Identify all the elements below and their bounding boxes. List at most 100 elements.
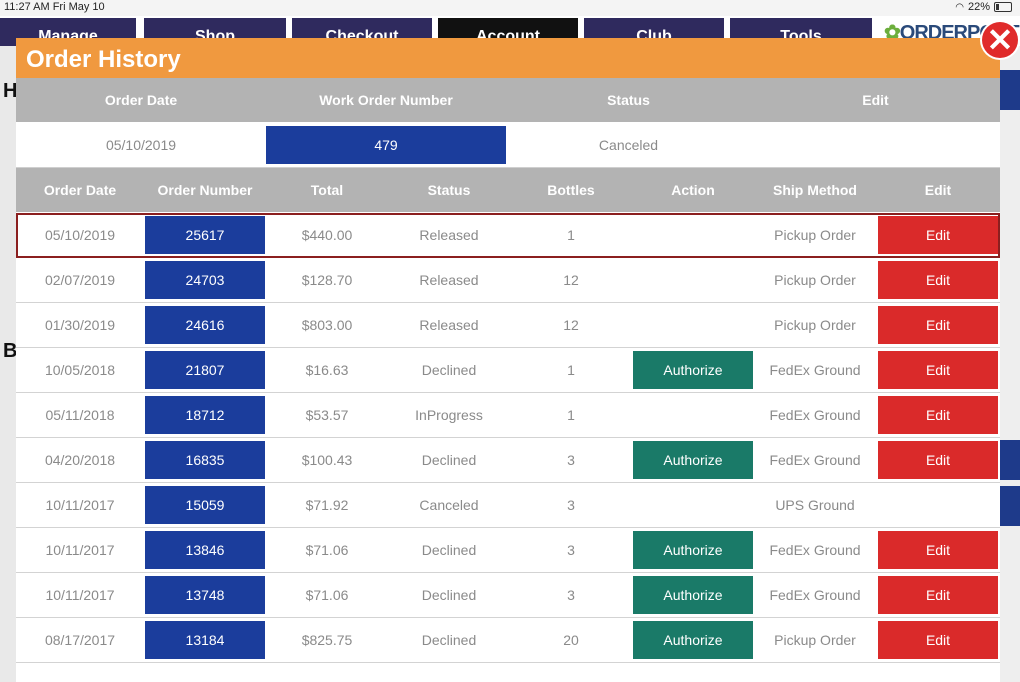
edit-cell: Edit	[876, 213, 1000, 257]
edit-cell: Edit	[876, 393, 1000, 437]
table-row[interactable]: 10/11/2017 15059 $71.92 Canceled 3 UPS Ground	[16, 483, 1000, 528]
authorize-button[interactable]: Authorize	[633, 531, 753, 569]
order-number-cell: 15059	[144, 483, 266, 527]
authorize-cell: Authorize	[632, 438, 754, 482]
table-row[interactable]: 05/10/2019 25617 $440.00 Released 1 Pickup Or…	[16, 213, 1000, 258]
status-cell: Declined	[421, 452, 477, 468]
order-number-button[interactable]: 13184	[145, 621, 265, 659]
bottles-cell: 1	[567, 227, 575, 243]
table-row[interactable]: 05/11/2018 18712 $53.57 InProgress 1 FedEx Gr…	[16, 393, 1000, 438]
ship-method-cell: Pickup Order	[774, 632, 856, 648]
ship-method-cell: FedEx Ground	[769, 452, 861, 468]
table-row[interactable]: 08/17/2017 13184 $825.75 Declined 20 Authoriz…	[16, 618, 1000, 663]
status-cell: Declined	[421, 587, 477, 603]
orders-header-action: Action	[671, 182, 715, 198]
edit-cell: Edit	[876, 258, 1000, 302]
authorize-cell: Authorize	[632, 348, 754, 392]
bottles-cell: 1	[567, 362, 575, 378]
edit-button[interactable]: Edit	[878, 576, 998, 614]
table-row[interactable]: 10/05/2018 21807 $16.63 Declined 1 Authorize F…	[16, 348, 1000, 393]
status-cell: Declined	[421, 542, 477, 558]
total-cell: $53.57	[305, 407, 349, 423]
bottles-cell: 3	[567, 587, 575, 603]
close-icon[interactable]: ✕	[982, 22, 1018, 58]
edit-button[interactable]: Edit	[878, 216, 998, 254]
order-number-button[interactable]: 21807	[145, 351, 265, 389]
background-block	[1000, 70, 1020, 110]
edit-button[interactable]: Edit	[878, 441, 998, 479]
order-number-button[interactable]: 13748	[145, 576, 265, 614]
order-number-button[interactable]: 15059	[145, 486, 265, 524]
bottles-cell: 3	[567, 497, 575, 513]
edit-cell: Edit	[876, 573, 1000, 617]
authorize-button[interactable]: Authorize	[633, 441, 753, 479]
summary-header-status: Status	[607, 92, 650, 108]
table-row[interactable]: 01/30/2019 24616 $803.00 Released 12 Pickup O…	[16, 303, 1000, 348]
status-cell: Canceled	[419, 497, 479, 513]
order-date-cell: 10/05/2018	[44, 362, 116, 378]
bottles-cell: 3	[567, 452, 575, 468]
order-number-button[interactable]: 24616	[145, 306, 265, 344]
edit-button[interactable]: Edit	[878, 621, 998, 659]
summary-row: 05/10/2019 479 Canceled	[16, 123, 1000, 168]
table-row[interactable]: 10/11/2017 13846 $71.06 Declined 3 Authorize F…	[16, 528, 1000, 573]
status-time: 11:27 AM Fri May 10	[4, 1, 105, 13]
authorize-cell	[632, 483, 754, 527]
order-number-cell: 16835	[144, 438, 266, 482]
order-number-button[interactable]: 16835	[145, 441, 265, 479]
orders-header-edit: Edit	[924, 182, 952, 198]
order-date-cell: 10/11/2017	[45, 542, 115, 558]
ship-method-cell: FedEx Ground	[769, 362, 861, 378]
authorize-button[interactable]: Authorize	[633, 351, 753, 389]
bottles-cell: 1	[567, 407, 575, 423]
orders-header-row: Order Date Order Number Total Status Bot…	[16, 168, 1000, 212]
edit-button[interactable]: Edit	[878, 351, 998, 389]
authorize-button[interactable]: Authorize	[633, 576, 753, 614]
bottles-cell: 12	[563, 272, 579, 288]
total-cell: $71.92	[305, 497, 349, 513]
order-number-button[interactable]: 13846	[145, 531, 265, 569]
order-date-cell: 04/20/2018	[44, 452, 116, 468]
background-letter-h: H	[3, 80, 18, 102]
order-number-cell: 25617	[144, 213, 266, 257]
edit-cell: Edit	[876, 528, 1000, 572]
status-cell: Released	[419, 317, 479, 333]
edit-button[interactable]: Edit	[878, 396, 998, 434]
total-cell: $440.00	[301, 227, 353, 243]
order-number-button[interactable]: 25617	[145, 216, 265, 254]
order-date-cell: 02/07/2019	[44, 272, 116, 288]
table-row[interactable]: 02/07/2019 24703 $128.70 Released 12 Pickup O…	[16, 258, 1000, 303]
edit-cell: Edit	[876, 438, 1000, 482]
edit-button[interactable]: Edit	[878, 531, 998, 569]
authorize-button[interactable]: Authorize	[633, 621, 753, 659]
authorize-cell	[632, 258, 754, 302]
order-date-cell: 05/10/2019	[44, 227, 116, 243]
order-number-cell: 13748	[144, 573, 266, 617]
background-right-edge	[1000, 46, 1020, 682]
order-number-button[interactable]: 18712	[145, 396, 265, 434]
table-row[interactable]: 04/20/2018 16835 $100.43 Declined 3 Authorize…	[16, 438, 1000, 483]
order-date-cell: 05/11/2018	[45, 407, 115, 423]
summary-header-row: Order Date Work Order Number Status Edit	[16, 78, 1000, 122]
order-history-modal: Order History Order Date Work Order Numb…	[16, 38, 1000, 682]
table-row[interactable]: 10/11/2017 13748 $71.06 Declined 3 Authorize F…	[16, 573, 1000, 618]
edit-button[interactable]: Edit	[878, 306, 998, 344]
order-number-cell: 24616	[144, 303, 266, 347]
order-number-cell: 13184	[144, 618, 266, 662]
background-block	[1000, 486, 1020, 526]
authorize-cell: Authorize	[632, 528, 754, 572]
authorize-cell	[632, 393, 754, 437]
order-date-cell: 10/11/2017	[45, 497, 115, 513]
total-cell: $71.06	[305, 587, 349, 603]
ship-method-cell: Pickup Order	[774, 317, 856, 333]
summary-status: Canceled	[598, 137, 659, 153]
total-cell: $803.00	[301, 317, 353, 333]
status-right: ◠ 22%	[955, 1, 1012, 13]
work-order-number-button[interactable]: 479	[266, 126, 506, 164]
total-cell: $128.70	[301, 272, 353, 288]
bottles-cell: 12	[563, 317, 579, 333]
edit-cell: Edit	[876, 618, 1000, 662]
battery-icon	[994, 2, 1012, 12]
edit-button[interactable]: Edit	[878, 261, 998, 299]
order-number-button[interactable]: 24703	[145, 261, 265, 299]
